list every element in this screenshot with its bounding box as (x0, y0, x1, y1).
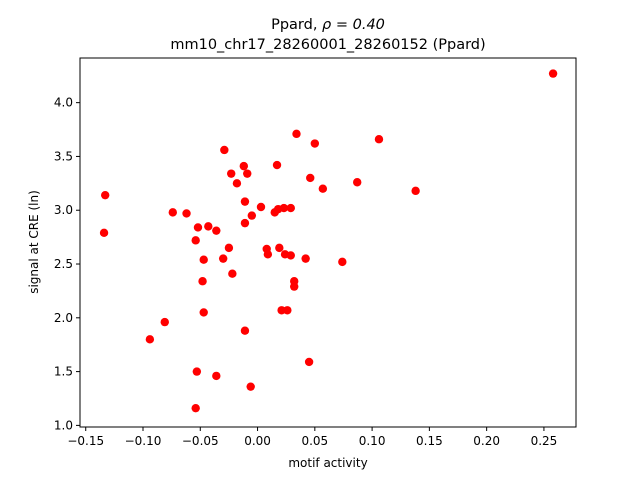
data-point (306, 173, 315, 183)
y-tick-label: 4.0 (54, 96, 73, 110)
data-point (240, 218, 250, 228)
data-point (191, 236, 200, 245)
data-point (99, 228, 109, 238)
data-point (270, 208, 279, 217)
data-point (182, 209, 191, 218)
data-point (374, 135, 384, 144)
data-point (232, 179, 242, 188)
data-point (338, 257, 347, 267)
x-axis-label: motif activity (288, 456, 367, 470)
data-point (227, 169, 236, 178)
y-tick-label: 3.0 (54, 203, 73, 217)
data-point (240, 326, 250, 335)
data-point (199, 255, 208, 264)
x-tick-label: −0.05 (182, 434, 219, 448)
data-point (283, 306, 292, 315)
data-point (548, 69, 558, 78)
data-point (212, 226, 221, 235)
data-point (301, 254, 310, 263)
data-point (218, 254, 228, 263)
data-point (204, 222, 213, 231)
data-point (310, 139, 320, 148)
data-point (279, 203, 289, 213)
data-point (191, 403, 200, 413)
data-point (411, 186, 420, 196)
data-point (228, 269, 237, 278)
data-point (199, 308, 208, 317)
data-point (246, 382, 255, 391)
y-tick-label: 3.5 (54, 149, 73, 163)
data-point (272, 160, 282, 170)
y-tick-label: 1.5 (54, 365, 73, 379)
data-point (198, 277, 207, 286)
data-point (101, 190, 110, 200)
x-tick-label: −0.10 (125, 434, 162, 448)
data-point (243, 169, 252, 178)
x-tick-label: 0.20 (473, 434, 500, 448)
y-tick-label: 2.0 (54, 311, 73, 325)
data-point (168, 208, 177, 217)
data-point (304, 357, 314, 367)
x-tick-label: 0.25 (531, 434, 558, 448)
data-point (212, 371, 221, 381)
title-math: ρ = 0.40 (322, 17, 385, 33)
data-point (292, 129, 301, 139)
y-tick-label: 2.5 (54, 257, 73, 271)
plot-frame (79, 57, 577, 428)
y-axis-label: signal at CRE (ln) (27, 190, 41, 294)
data-point (193, 223, 203, 232)
data-point (224, 243, 234, 253)
data-point (256, 202, 266, 212)
data-point (220, 145, 229, 155)
x-tick-label: 0.05 (301, 434, 328, 448)
data-point (192, 367, 202, 376)
x-tick-label: 0.15 (416, 434, 443, 448)
data-point (353, 178, 362, 187)
data-point (286, 251, 295, 260)
data-point (290, 282, 299, 291)
data-point (318, 184, 328, 193)
data-point (160, 317, 169, 327)
data-point (145, 335, 155, 344)
x-tick-label: −0.15 (67, 434, 104, 448)
data-point (239, 161, 249, 171)
data-point (240, 197, 250, 206)
x-tick-label: 0.10 (359, 434, 386, 448)
x-tick-label: 0.00 (244, 434, 271, 448)
chart-title-line1: Ppard, ρ = 0.40 (271, 17, 385, 33)
chart-title-line2: mm10_chr17_28260001_28260152 (Ppard) (170, 37, 485, 53)
y-tick-label: 1.0 (54, 418, 73, 432)
data-point (275, 243, 284, 253)
y-axis: 1.0 1.5 2.0 2.5 3.0 3.5 4.0 (54, 96, 80, 432)
data-point (286, 203, 295, 213)
data-point (247, 211, 257, 220)
data-point (263, 250, 273, 259)
x-axis: −0.15 −0.10 −0.05 0.00 0.05 0.10 0.15 0.20 0.25 (67, 427, 557, 448)
points-layer (99, 69, 558, 413)
